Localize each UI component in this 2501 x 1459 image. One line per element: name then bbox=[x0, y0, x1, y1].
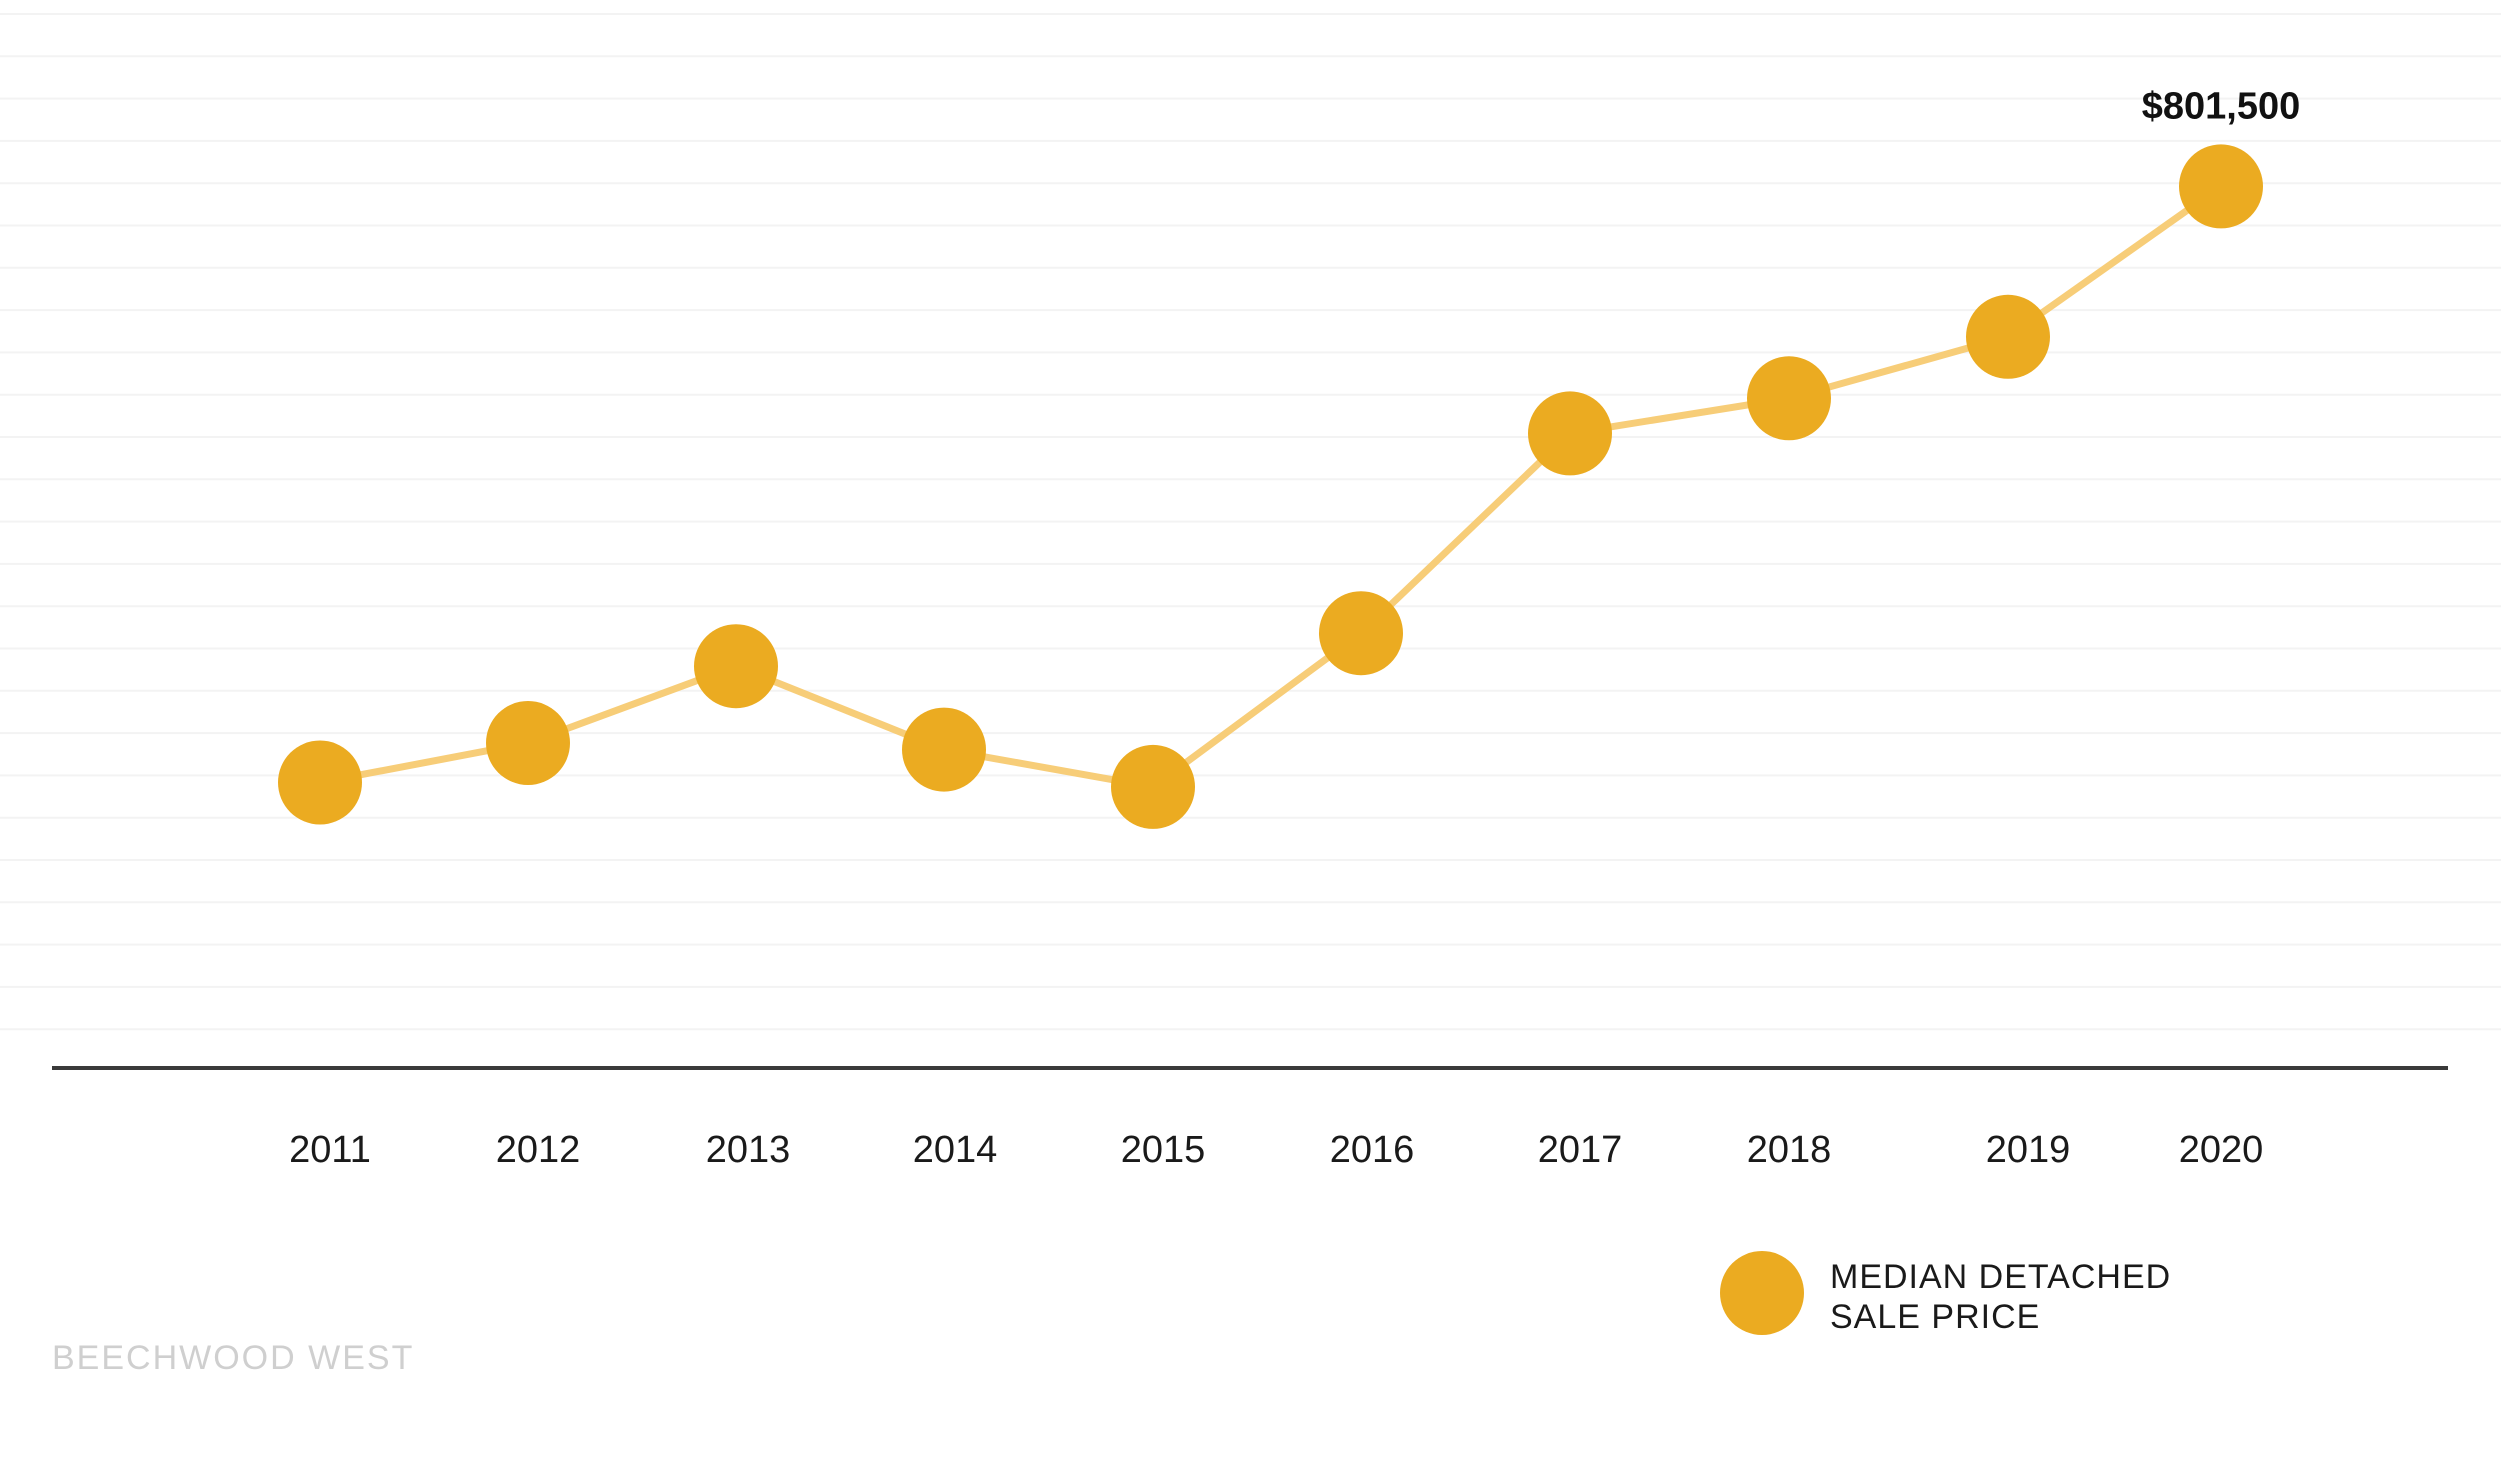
x-tick-label-2018: 2018 bbox=[1747, 1129, 1832, 1171]
data-point-2015 bbox=[1111, 744, 1195, 829]
series-layer bbox=[316, 182, 2225, 791]
data-labels: $801,500 bbox=[2142, 85, 2301, 127]
x-tick-label-2012: 2012 bbox=[496, 1129, 581, 1171]
legend: MEDIAN DETACHED SALE PRICE bbox=[1720, 1251, 2171, 1336]
data-point-2017 bbox=[1528, 391, 1612, 476]
data-point-2013 bbox=[694, 624, 778, 709]
data-points bbox=[278, 144, 2263, 829]
data-point-2011 bbox=[278, 740, 362, 825]
x-tick-label-2019: 2019 bbox=[1986, 1129, 2071, 1171]
data-point-2016 bbox=[1319, 591, 1403, 676]
legend-label-line-1: MEDIAN DETACHED bbox=[1830, 1258, 2171, 1296]
legend-marker bbox=[1720, 1251, 1804, 1335]
data-point-2012 bbox=[486, 701, 570, 785]
data-label-2020: $801,500 bbox=[2142, 85, 2301, 127]
x-tick-label-2016: 2016 bbox=[1330, 1129, 1415, 1171]
data-point-2014 bbox=[902, 707, 986, 792]
series-line bbox=[316, 182, 2225, 791]
x-tick-label-2014: 2014 bbox=[913, 1129, 998, 1171]
legend-label-line-2: SALE PRICE bbox=[1830, 1298, 2040, 1336]
x-tick-label-2015: 2015 bbox=[1121, 1129, 1206, 1171]
x-tick-label-2017: 2017 bbox=[1538, 1129, 1623, 1171]
data-point-2018 bbox=[1747, 356, 1831, 441]
x-tick-label-2013: 2013 bbox=[706, 1129, 791, 1171]
x-tick-labels: 2011 2012 2013 2014 2015 2016 2017 2018 2019 2020 bbox=[289, 1129, 2263, 1171]
data-point-2019 bbox=[1966, 294, 2050, 379]
brand-watermark: BEECHWOOD WEST bbox=[52, 1339, 414, 1377]
x-tick-label-2020: 2020 bbox=[2179, 1129, 2264, 1171]
gridlines bbox=[0, 13, 2501, 1031]
data-point-2020 bbox=[2179, 144, 2263, 229]
x-tick-label-2011: 2011 bbox=[289, 1129, 371, 1171]
